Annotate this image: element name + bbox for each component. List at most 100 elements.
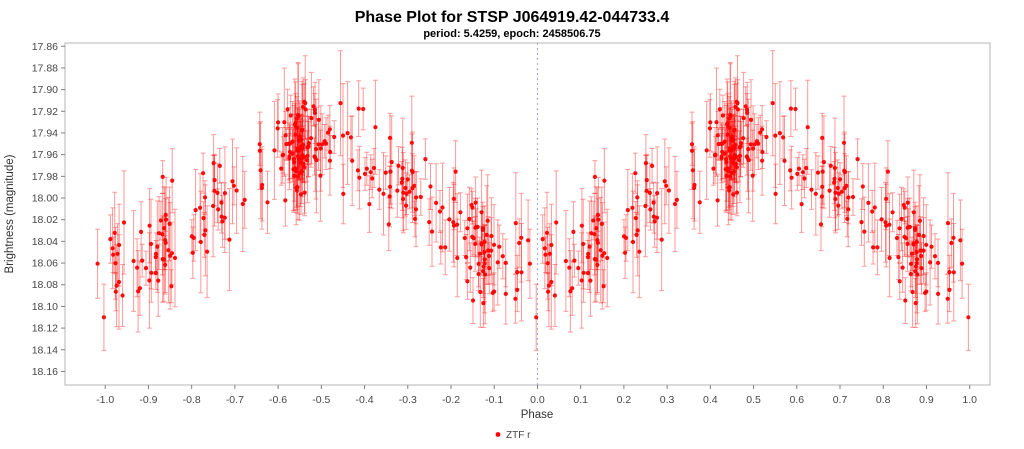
data-point [846,207,851,212]
data-point [160,174,165,179]
data-point [318,173,323,178]
data-point [630,205,635,210]
data-point [651,214,656,219]
data-point [593,257,599,262]
data-point [887,222,892,227]
data-point [841,140,847,145]
data-point [585,255,591,260]
y-tick-label: 17.86 [32,41,58,53]
data-point [302,165,307,170]
data-point [859,220,864,225]
x-tick-label: 1.0 [962,394,977,406]
data-point [338,101,343,106]
x-tick-label: 0.5 [746,394,761,406]
data-point [545,261,550,266]
data-point [726,169,731,174]
data-point [793,106,798,112]
data-point [799,202,804,207]
y-tick-label: 18.08 [32,279,58,291]
data-point [818,222,824,227]
data-point [754,139,760,144]
data-point [481,264,486,269]
data-point [732,169,737,174]
data-point [341,191,346,196]
data-point [919,266,924,271]
data-point [951,235,956,240]
data-point [409,140,414,145]
data-point [387,194,392,199]
data-point [332,134,337,140]
data-point [168,253,173,258]
data-point [357,175,362,180]
data-point [833,190,838,195]
data-point [599,221,604,226]
data-point [292,160,297,165]
data-point [429,229,435,234]
data-point [832,180,837,185]
data-point [633,216,638,221]
y-tick-label: 17.90 [32,84,58,96]
data-point [139,229,144,234]
data-point [595,240,601,245]
data-point [135,265,140,270]
data-point [947,287,952,292]
data-point [563,258,569,264]
data-point [579,223,585,228]
data-point [879,217,884,222]
data-point [914,261,919,266]
data-point [276,120,281,125]
data-point [634,232,639,237]
data-point [451,220,456,225]
data-point [690,168,696,173]
x-tick-label: -0.4 [355,394,373,406]
data-point [918,248,923,253]
data-point [897,226,902,231]
data-point [914,239,919,245]
data-point [257,148,262,153]
data-point [905,200,910,205]
data-point [149,270,154,275]
data-point [404,191,409,196]
data-point [453,169,458,174]
data-point [915,272,920,277]
data-point [212,178,217,183]
data-point [172,255,178,261]
data-point [570,286,575,291]
data-point [203,228,208,233]
data-point [802,176,807,181]
data-point [383,170,388,175]
data-point [637,249,642,254]
data-point [476,261,481,266]
data-point [404,203,409,208]
data-point [809,187,814,192]
data-point [842,168,847,173]
data-point [689,142,695,147]
data-point [960,261,965,266]
data-point [845,216,850,221]
x-tick-label: 0.6 [789,394,804,406]
data-point [832,165,838,171]
data-point [716,142,721,147]
x-tick-label: -0.1 [485,394,503,406]
data-point [340,133,346,138]
data-point [316,117,321,122]
data-point [169,284,174,289]
data-point [212,188,217,193]
data-point [287,154,292,159]
data-point [163,262,168,267]
data-point [300,154,305,159]
data-point [294,169,299,174]
data-point [484,232,489,237]
data-point [820,169,825,174]
data-point [153,270,158,275]
data-point [596,217,601,222]
data-point [914,257,920,262]
data-point [788,106,794,111]
data-point [844,183,849,188]
data-point [387,184,393,189]
data-point [715,198,720,203]
data-point [708,120,713,125]
data-point [480,227,485,232]
x-axis-ticks: -1.0 -0.9 -0.8 -0.7 -0.6 -0.5 -0.4 -0.3 -0.2 -0.1… [96,385,977,406]
data-point [746,147,751,152]
